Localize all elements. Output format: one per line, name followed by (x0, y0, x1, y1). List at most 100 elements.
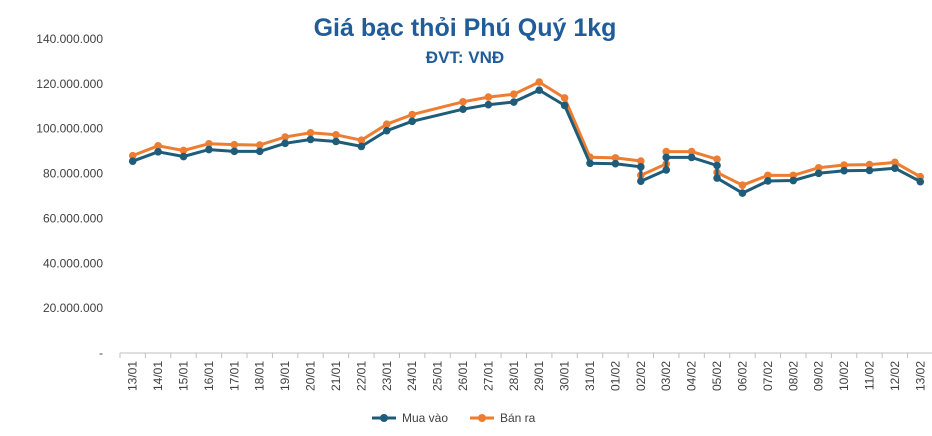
data-point (738, 181, 747, 190)
y-tick-label: 140.000.000 (36, 32, 103, 46)
data-point (484, 100, 493, 109)
y-tick-label: - (99, 346, 103, 360)
data-point (637, 157, 645, 165)
x-tick-label: 26/01 (456, 361, 470, 391)
data-point (535, 86, 544, 94)
x-tick-label: 16/01 (202, 361, 216, 391)
data-point (560, 101, 569, 110)
legend-marker (380, 414, 388, 422)
x-tick-label: 15/01 (177, 361, 191, 391)
data-point (179, 152, 188, 161)
data-point (509, 98, 518, 106)
x-tick-label: 30/01 (558, 361, 572, 391)
data-point (637, 163, 645, 171)
x-tick-label: 11/02 (862, 361, 876, 390)
data-point (357, 136, 366, 144)
data-point (687, 153, 696, 162)
data-point (509, 90, 518, 98)
data-point (128, 151, 137, 160)
y-tick-label: 80.000.000 (43, 167, 103, 181)
legend-label: Mua vào (402, 411, 448, 425)
x-tick-label: 29/01 (532, 361, 546, 391)
data-point (281, 133, 289, 141)
data-point (840, 161, 848, 169)
data-point (764, 171, 772, 180)
data-point (814, 163, 823, 172)
x-tick-label: 06/02 (735, 361, 749, 391)
x-tick-label: 18/01 (253, 361, 267, 391)
series-line (131, 88, 922, 195)
x-tick-label: 14/01 (151, 361, 165, 391)
y-tick-label: 20.000.000 (43, 301, 103, 315)
data-point (611, 159, 620, 168)
data-point (306, 128, 315, 137)
data-point (230, 140, 239, 149)
data-point (205, 139, 213, 148)
data-point (891, 158, 899, 167)
data-point (662, 153, 671, 162)
data-point (713, 155, 721, 164)
data-point (255, 141, 264, 149)
data-point (687, 147, 696, 156)
data-point (611, 154, 620, 162)
data-point (713, 174, 721, 182)
data-point (281, 139, 289, 148)
data-point (306, 135, 315, 144)
data-point (255, 147, 264, 156)
data-point (408, 110, 416, 119)
x-tick-label: 20/01 (304, 361, 318, 391)
data-point (738, 189, 747, 197)
x-tick-label: 22/01 (354, 361, 368, 391)
x-tick-label: 12/02 (888, 361, 902, 391)
data-point (840, 166, 848, 175)
x-tick-label: 27/01 (481, 361, 495, 391)
data-point (865, 166, 874, 175)
x-tick-label: 23/01 (380, 361, 394, 391)
data-point (916, 177, 925, 186)
y-tick-label: 40.000.000 (43, 256, 103, 270)
series-line (131, 80, 922, 187)
data-point (332, 137, 340, 146)
x-tick-label: 24/01 (405, 361, 419, 391)
y-tick-label: 60.000.000 (43, 211, 103, 225)
x-tick-label: 17/01 (227, 361, 241, 391)
data-point (230, 147, 239, 156)
x-axis-ticks: 13/01 14/01 15/01 16/01 17/01 18/01 19/01 20/01… (119, 353, 927, 391)
x-tick-label: 10/02 (837, 361, 851, 391)
data-point (535, 78, 544, 86)
data-point (484, 93, 493, 101)
x-tick-label: 01/02 (608, 361, 622, 391)
data-point (154, 141, 162, 150)
data-point (382, 126, 391, 135)
x-tick-label: 03/02 (659, 361, 673, 391)
y-tick-label: 100.000.000 (36, 122, 103, 136)
y-tick-label: 120.000.000 (36, 77, 103, 91)
data-point (865, 160, 874, 169)
data-point (332, 130, 340, 139)
legend-item: Mua vào (372, 411, 448, 425)
series-mua-vao (128, 86, 925, 197)
legend: Mua vào Bán ra (372, 411, 536, 425)
x-tick-label: 08/02 (786, 361, 800, 391)
x-tick-label: 13/02 (913, 361, 927, 391)
chart-title: Giá bạc thỏi Phú Quý 1kg (314, 14, 617, 42)
data-point (814, 169, 823, 178)
x-tick-label: 31/01 (583, 361, 597, 391)
legend-marker (478, 414, 486, 422)
data-point (637, 177, 645, 185)
data-point (789, 176, 798, 185)
x-tick-label: 02/02 (634, 361, 648, 391)
data-point (154, 148, 162, 156)
x-tick-label: 09/02 (812, 361, 826, 391)
legend-item: Bán ra (470, 411, 536, 425)
x-tick-label: 05/02 (710, 361, 724, 391)
data-point (586, 159, 594, 168)
data-point (891, 164, 899, 172)
data-point (408, 117, 416, 126)
data-point (459, 105, 467, 114)
series-layer (128, 78, 925, 197)
chart-subtitle: ĐVT: VNĐ (426, 48, 504, 67)
x-tick-label: 19/01 (278, 361, 292, 391)
data-point (179, 146, 188, 155)
